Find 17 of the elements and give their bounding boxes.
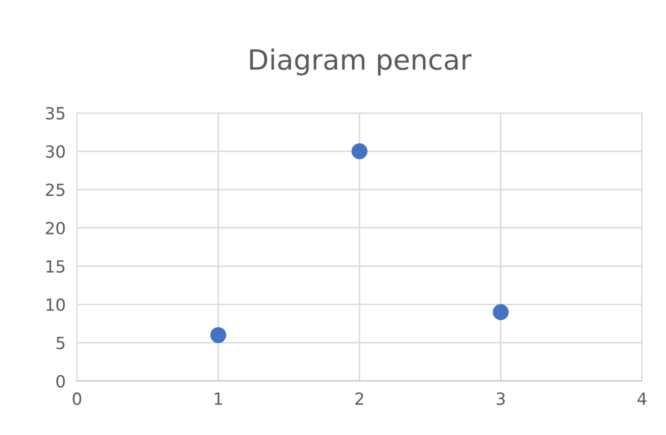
- y-tick-label: 25: [46, 184, 64, 196]
- x-tick-label: 2: [355, 392, 364, 405]
- y-tick-label: 10: [46, 298, 65, 311]
- y-tick-label: 35: [46, 106, 64, 120]
- x-tick-label: 3: [496, 392, 505, 406]
- x-tick-label: 4: [638, 392, 646, 405]
- y-tick-label: 30: [46, 145, 65, 158]
- point: [492, 304, 509, 320]
- y-tick-label: 0: [56, 374, 65, 388]
- point: [210, 327, 226, 344]
- point: [352, 143, 368, 160]
- y-tick-label: 5: [56, 336, 64, 350]
- chart-title: Diagram pencar: [250, 48, 472, 76]
- y-tick-label: 20: [46, 222, 65, 234]
- x-tick-label: 1: [214, 392, 222, 405]
- y-tick-label: 15: [46, 260, 64, 273]
- x-tick-label: 0: [72, 392, 82, 406]
